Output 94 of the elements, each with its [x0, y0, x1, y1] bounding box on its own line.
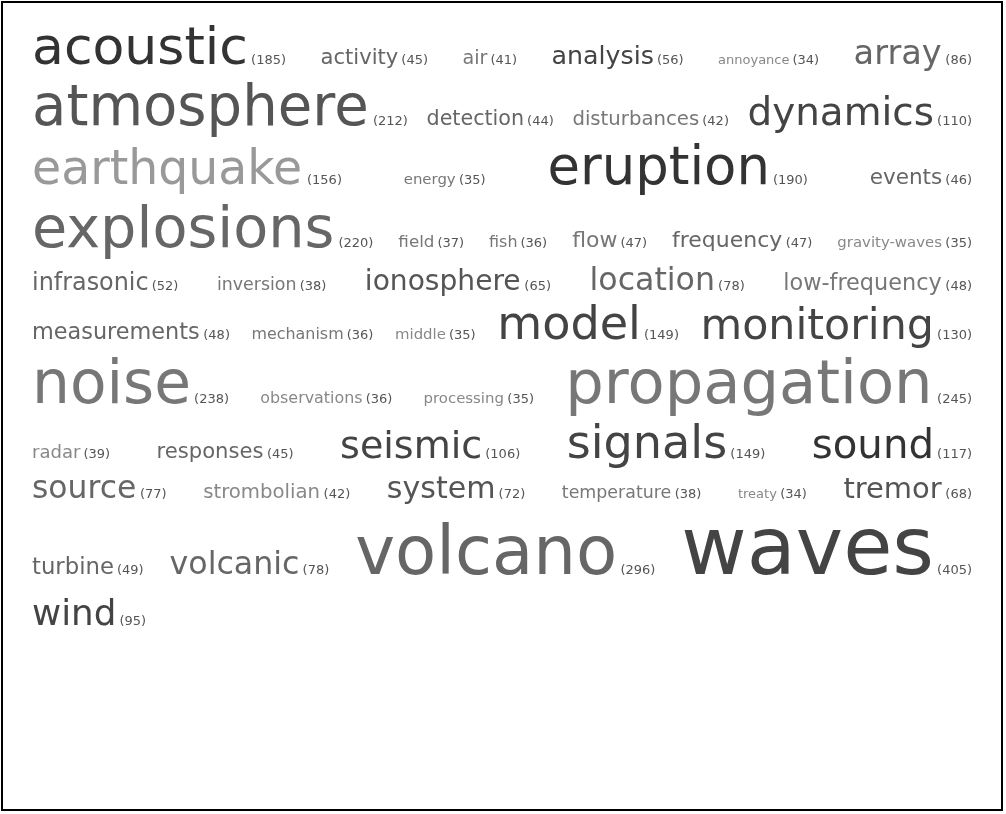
- data-label: (37): [437, 234, 465, 250]
- category-label: noise: [32, 347, 191, 417]
- category-label: seismic: [340, 422, 483, 467]
- data-label: (34): [792, 51, 820, 67]
- data-label: (35): [507, 390, 535, 406]
- data-label: (149): [644, 326, 679, 342]
- data-label: (42): [702, 112, 729, 128]
- data-label: (47): [620, 234, 648, 250]
- data-label: (68): [945, 486, 973, 502]
- data-label: (34): [780, 486, 807, 502]
- data-label: (106): [485, 445, 521, 461]
- data-label: (41): [490, 51, 518, 67]
- data-label: (48): [945, 277, 973, 293]
- data-label: (35): [459, 172, 486, 188]
- category-label: sound: [811, 420, 934, 467]
- data-label: (52): [151, 277, 179, 293]
- data-label: (72): [498, 486, 526, 502]
- data-label: (36): [346, 326, 374, 342]
- category-label: dynamics: [747, 88, 934, 134]
- data-label: (48): [203, 326, 230, 342]
- category-label: treaty: [737, 486, 778, 502]
- data-label: (117): [937, 445, 973, 461]
- category-label: annoyance: [718, 51, 790, 67]
- category-label: gravity-waves: [837, 232, 943, 251]
- category-label: measurements: [32, 317, 200, 344]
- category-label: infrasonic: [32, 267, 149, 296]
- data-label: (190): [772, 172, 808, 188]
- category-label: analysis: [551, 40, 654, 70]
- category-label: energy: [403, 170, 456, 189]
- data-label: (42): [323, 486, 351, 502]
- category-label: ionosphere: [364, 263, 521, 297]
- data-label: (38): [299, 277, 327, 293]
- category-label: field: [398, 230, 435, 251]
- data-label: (49): [116, 562, 144, 578]
- category-label: disturbances: [572, 106, 700, 130]
- data-label: (185): [251, 51, 287, 67]
- data-label: (78): [718, 277, 745, 293]
- category-label: system: [386, 470, 496, 506]
- data-label: (35): [448, 326, 476, 342]
- data-label: (39): [83, 445, 111, 461]
- category-label: eruption: [547, 135, 770, 197]
- data-label: (110): [937, 112, 973, 128]
- data-label: (78): [302, 562, 330, 578]
- category-label: detection: [426, 105, 525, 130]
- category-label: location: [589, 260, 715, 297]
- data-label: (35): [945, 234, 973, 250]
- data-label: (296): [620, 562, 656, 578]
- category-label: low-frequency: [783, 268, 942, 295]
- category-label: frequency: [672, 226, 783, 252]
- category-label: turbine: [32, 553, 114, 580]
- category-label: earthquake: [32, 140, 303, 196]
- data-label: (149): [730, 445, 766, 461]
- data-label: (130): [937, 326, 973, 342]
- data-label: (405): [937, 562, 973, 578]
- data-label: (245): [937, 390, 973, 406]
- category-label: monitoring: [700, 298, 934, 349]
- data-label: (220): [338, 234, 374, 250]
- category-label: responses: [156, 437, 264, 463]
- category-label: radar: [32, 440, 81, 462]
- category-label: processing: [423, 388, 504, 407]
- data-label: (77): [139, 486, 167, 502]
- data-label: (95): [119, 613, 147, 628]
- category-label: inversion: [216, 273, 297, 294]
- data-label: (36): [365, 390, 393, 406]
- category-label: activity: [320, 43, 399, 69]
- category-label: strombolian: [203, 480, 321, 504]
- data-label: (86): [945, 51, 973, 67]
- category-label: mechanism: [251, 323, 344, 343]
- category-label: volcano: [355, 511, 618, 591]
- data-label: (38): [674, 486, 702, 502]
- data-label: (238): [194, 390, 230, 406]
- data-label: (47): [785, 234, 813, 250]
- category-label: fish: [489, 231, 518, 251]
- data-label: (212): [372, 112, 408, 128]
- category-label: explosions: [32, 193, 335, 261]
- category-label: temperature: [561, 482, 672, 503]
- category-label: observations: [260, 387, 363, 407]
- category-label: model: [497, 295, 641, 350]
- data-label: (44): [527, 112, 554, 128]
- data-label: (45): [266, 445, 294, 461]
- data-label: (56): [656, 51, 684, 67]
- category-label: events: [869, 164, 943, 190]
- category-label: middle: [394, 324, 446, 343]
- category-label: wind: [32, 592, 117, 633]
- category-label: source: [32, 469, 137, 506]
- category-label: array: [853, 32, 942, 72]
- category-label: volcanic: [169, 545, 300, 582]
- category-label: air: [462, 45, 488, 69]
- data-label: (156): [306, 172, 342, 188]
- data-label: (46): [945, 172, 973, 188]
- data-label: (65): [524, 277, 551, 293]
- data-label: (45): [401, 51, 428, 67]
- category-label: flow: [572, 226, 618, 252]
- data-label: (36): [520, 234, 548, 250]
